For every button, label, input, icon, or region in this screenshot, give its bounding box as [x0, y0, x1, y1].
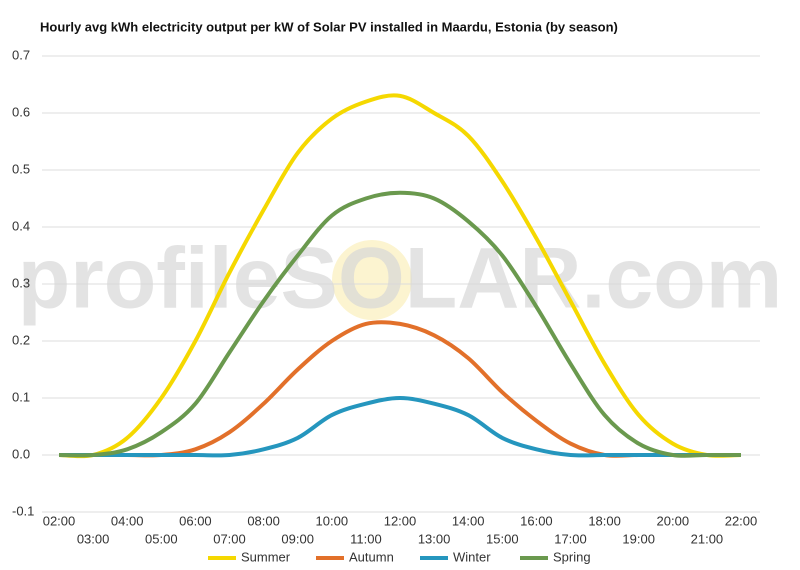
- legend-label: Winter: [453, 549, 491, 564]
- x-tick-label: 10:00: [316, 513, 349, 528]
- y-tick-label: 0.2: [12, 332, 30, 347]
- x-tick-label: 14:00: [452, 513, 485, 528]
- y-tick-label: 0.5: [12, 161, 30, 176]
- x-tick-label: 09:00: [281, 531, 314, 546]
- x-tick-label: 07:00: [213, 531, 246, 546]
- legend-label: Summer: [241, 549, 291, 564]
- x-tick-label: 22:00: [725, 513, 758, 528]
- series-line: [58, 320, 741, 458]
- x-tick-label: 02:00: [43, 513, 76, 528]
- chart-title: Hourly avg kWh electricity output per kW…: [40, 19, 618, 34]
- legend-label: Spring: [553, 549, 591, 564]
- y-tick-label: 0.6: [12, 104, 30, 119]
- y-tick-label: 0.4: [12, 218, 30, 233]
- x-tick-label: 13:00: [418, 531, 451, 546]
- x-tick-label: 11:00: [350, 531, 382, 546]
- x-tick-label: 18:00: [588, 513, 621, 528]
- x-tick-label: 12:00: [384, 513, 417, 528]
- x-tick-label: 06:00: [179, 513, 212, 528]
- x-tick-label: 17:00: [554, 531, 587, 546]
- legend-label: Autumn: [349, 549, 394, 564]
- watermark: profileSOLAR.com: [18, 231, 783, 327]
- y-tick-label: 0.3: [12, 275, 30, 290]
- x-tick-label: 08:00: [247, 513, 280, 528]
- x-tick-label: 04:00: [111, 513, 144, 528]
- x-tick-label: 03:00: [77, 531, 110, 546]
- y-tick-label: 0.7: [12, 47, 30, 62]
- series-line: [58, 190, 741, 458]
- watermark-sun: [332, 240, 412, 320]
- x-tick-label: 19:00: [622, 531, 655, 546]
- x-tick-label: 16:00: [520, 513, 553, 528]
- x-tick-label: 05:00: [145, 531, 178, 546]
- series-line: [58, 93, 742, 459]
- x-tick-label: 21:00: [691, 531, 724, 546]
- y-tick-label: 0.0: [12, 446, 30, 461]
- x-tick-label: 15:00: [486, 531, 519, 546]
- y-tick-label: -0.1: [12, 503, 34, 518]
- y-tick-label: 0.1: [12, 389, 30, 404]
- x-tick-label: 20:00: [657, 513, 690, 528]
- series-line: [58, 396, 741, 458]
